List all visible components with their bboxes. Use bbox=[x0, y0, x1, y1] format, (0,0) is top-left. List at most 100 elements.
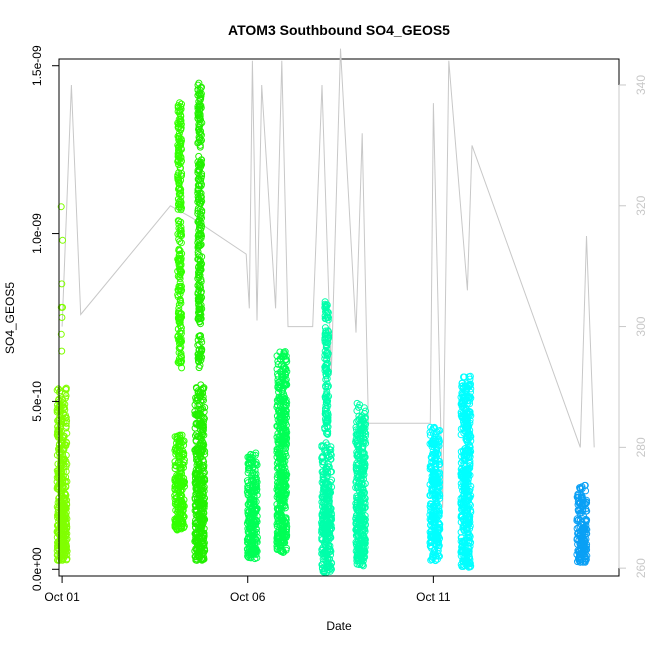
data-point bbox=[427, 501, 435, 508]
data-point bbox=[427, 423, 435, 431]
data-point bbox=[465, 487, 473, 495]
data-point bbox=[282, 356, 289, 363]
data-point bbox=[197, 275, 205, 283]
data-point bbox=[197, 200, 205, 208]
data-point bbox=[57, 330, 65, 338]
data-point bbox=[195, 340, 203, 348]
data-point bbox=[435, 470, 443, 478]
data-point bbox=[432, 477, 440, 485]
data-point bbox=[276, 471, 284, 479]
data-point bbox=[175, 261, 183, 269]
data-point bbox=[430, 507, 438, 514]
data-point bbox=[279, 521, 287, 529]
data-point bbox=[53, 547, 61, 555]
data-point bbox=[462, 423, 469, 431]
data-point bbox=[197, 193, 205, 201]
data-point bbox=[244, 511, 252, 519]
data-point bbox=[318, 442, 326, 450]
data-point bbox=[60, 461, 68, 469]
data-point bbox=[319, 494, 327, 502]
data-point bbox=[194, 189, 202, 197]
data-point bbox=[463, 446, 471, 454]
data-point bbox=[57, 498, 65, 506]
data-point bbox=[277, 368, 285, 376]
data-point bbox=[274, 360, 282, 368]
data-point bbox=[195, 230, 203, 238]
data-point bbox=[280, 494, 287, 502]
data-point bbox=[323, 568, 331, 576]
data-point bbox=[180, 496, 188, 504]
data-point bbox=[429, 430, 437, 438]
data-point bbox=[583, 507, 591, 515]
data-point bbox=[321, 525, 329, 533]
data-point bbox=[195, 181, 203, 189]
points-layer bbox=[53, 79, 591, 576]
data-point bbox=[280, 352, 288, 360]
data-point bbox=[428, 518, 435, 526]
data-point bbox=[324, 397, 332, 405]
data-point bbox=[327, 516, 335, 524]
data-point bbox=[466, 434, 473, 442]
data-point bbox=[59, 513, 67, 521]
data-point bbox=[62, 491, 70, 499]
data-point bbox=[195, 152, 203, 160]
data-point bbox=[177, 358, 184, 366]
data-point bbox=[432, 430, 440, 438]
data-point bbox=[356, 477, 364, 484]
data-point bbox=[462, 455, 469, 463]
data-point bbox=[354, 543, 362, 550]
secondary-line bbox=[61, 48, 595, 508]
data-point bbox=[274, 382, 282, 390]
data-point bbox=[431, 440, 439, 448]
data-point bbox=[578, 502, 586, 510]
chart-title: ATOM3 Southbound SO4_GEOS5 bbox=[228, 22, 450, 38]
data-point bbox=[195, 172, 203, 180]
data-point bbox=[251, 451, 259, 459]
data-point bbox=[466, 533, 474, 540]
data-point bbox=[273, 500, 281, 508]
data-point bbox=[574, 506, 582, 514]
data-point bbox=[199, 404, 206, 412]
data-point bbox=[431, 527, 439, 535]
data-point bbox=[466, 393, 474, 401]
data-point bbox=[279, 495, 286, 503]
data-point bbox=[195, 457, 203, 465]
data-point bbox=[458, 546, 466, 553]
x-tick-label: Oct 06 bbox=[230, 590, 266, 604]
data-point bbox=[462, 516, 470, 524]
data-point bbox=[177, 327, 185, 335]
data-point bbox=[360, 495, 367, 503]
data-point bbox=[361, 535, 369, 542]
data-point bbox=[177, 287, 185, 295]
data-point bbox=[174, 293, 182, 301]
data-point bbox=[176, 437, 184, 445]
data-point bbox=[200, 502, 208, 510]
data-point bbox=[273, 403, 281, 411]
data-point bbox=[430, 540, 438, 547]
data-point bbox=[579, 505, 587, 513]
data-point bbox=[434, 492, 442, 500]
data-point bbox=[460, 456, 468, 464]
y-tick-label: 1.0e-09 bbox=[30, 213, 44, 254]
data-point bbox=[323, 503, 331, 511]
data-point bbox=[54, 508, 62, 516]
data-point bbox=[324, 525, 331, 533]
data-point bbox=[434, 526, 442, 534]
data-point bbox=[319, 471, 327, 478]
data-point bbox=[197, 177, 205, 185]
data-point bbox=[282, 410, 290, 418]
data-point bbox=[199, 385, 207, 393]
data-point bbox=[195, 433, 203, 441]
data-point bbox=[428, 441, 436, 448]
data-point bbox=[176, 506, 184, 514]
data-point bbox=[323, 454, 331, 462]
data-point bbox=[174, 171, 182, 179]
data-point bbox=[435, 457, 443, 465]
data-point bbox=[199, 456, 207, 464]
data-point bbox=[54, 385, 62, 393]
data-point bbox=[354, 531, 362, 539]
data-point bbox=[196, 271, 204, 279]
y-tick-label: 0.0e+00 bbox=[30, 547, 44, 591]
data-point bbox=[277, 403, 284, 411]
